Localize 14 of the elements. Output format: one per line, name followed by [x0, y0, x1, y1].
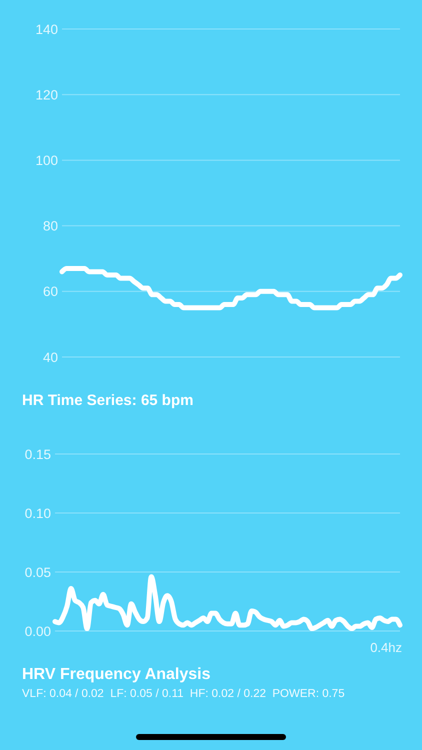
- y-tick-label: 120: [35, 87, 58, 102]
- y-tick-label: 40: [42, 350, 58, 365]
- y-tick-label: 0.10: [24, 506, 51, 521]
- y-tick-label: 0.00: [24, 624, 51, 639]
- text: HR Time Series: 65 bpm: [22, 392, 194, 409]
- y-tick-label: 0.15: [24, 446, 51, 462]
- x-axis-title: 0.4hz: [370, 640, 402, 655]
- y-tick-label: 60: [42, 284, 58, 300]
- y-tick-label: 0.05: [24, 564, 51, 580]
- y-tick-label: 80: [42, 218, 58, 234]
- y-tick-label: 100: [35, 152, 58, 168]
- text: HRV Frequency Analysis: [22, 666, 211, 684]
- y-tick-label: 140: [35, 22, 58, 37]
- text: VLF: 0.04 / 0.02 LF: 0.05 / 0.11 HF: 0.02 / 0.22 POWER: 0.75: [22, 687, 345, 701]
